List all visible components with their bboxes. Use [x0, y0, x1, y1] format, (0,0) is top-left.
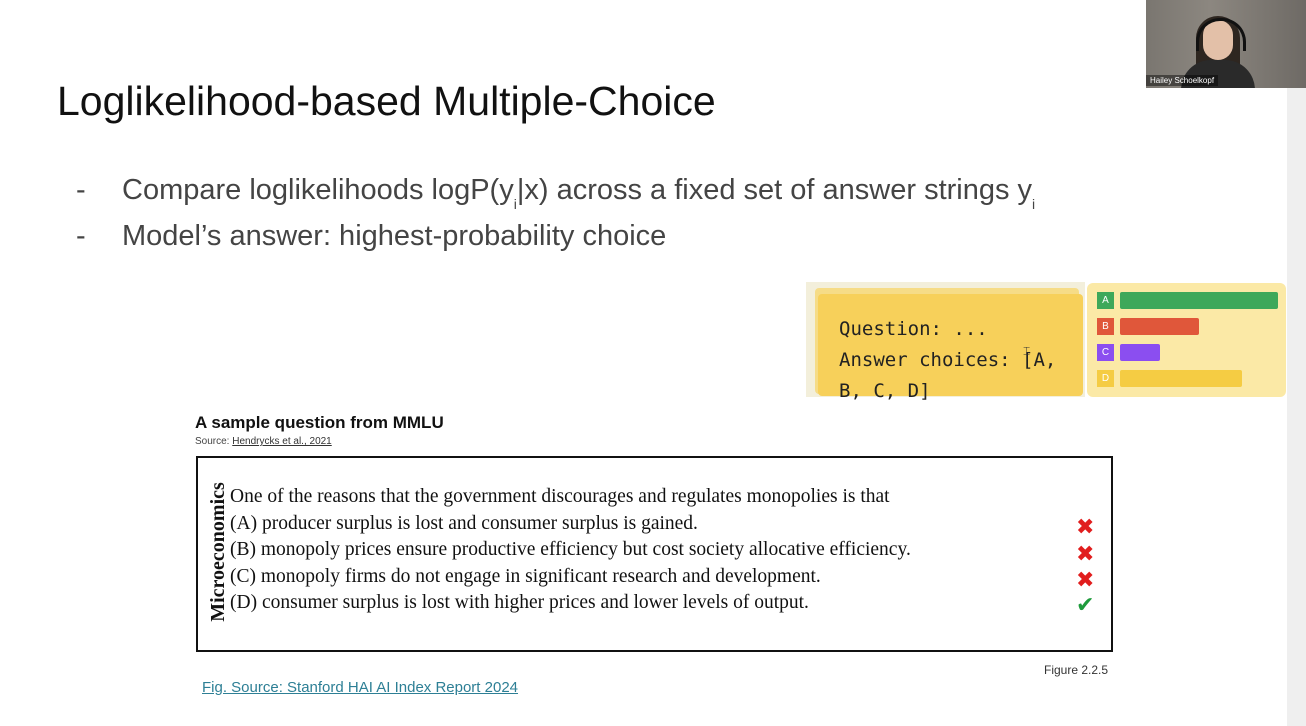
bar-fill-a [1120, 292, 1278, 309]
probability-bars: A B C D [1087, 283, 1286, 397]
participant-name: Hailey Schoelkopf [1146, 75, 1219, 86]
source-link[interactable]: Hendrycks et al., 2021 [232, 436, 332, 447]
prompt-text: Question: ... Answer choices: [A, B, C, D] [839, 314, 1056, 407]
option-a: (A) producer surplus is lost and consume… [230, 512, 698, 534]
option-c: (C) monopoly firms do not engage in sign… [230, 565, 821, 587]
prompt-line: Answer choices: [A, [839, 349, 1057, 371]
headset-icon [1196, 18, 1246, 51]
question-lines: One of the reasons that the government d… [230, 484, 911, 617]
video-thumbnail[interactable]: Hailey Schoelkopf [1146, 0, 1306, 88]
option-d: (D) consumer surplus is lost with higher… [230, 592, 809, 613]
option-b: (B) monopoly prices ensure productive ef… [230, 539, 911, 560]
cross-mark-icon: ✖ [1076, 567, 1095, 592]
bar-label: D [1097, 370, 1114, 387]
prompt-card: Question: ... Answer choices: [A, B, C, D] [818, 294, 1083, 402]
subscript: i [513, 196, 517, 212]
window-edge [1287, 0, 1306, 726]
bar-label: C [1097, 344, 1114, 361]
cross-mark-icon: ✖ [1076, 541, 1095, 566]
slide-title: Loglikelihood-based Multiple-Choice [57, 78, 716, 124]
bullet-text-part: |x) across a fixed set of answer strings… [516, 174, 1033, 206]
subscript: i [1032, 196, 1036, 212]
bar-fill-b [1120, 318, 1199, 335]
bullet-dash: - [76, 220, 86, 252]
prompt-line: B, C, D] [839, 380, 931, 402]
bullet-text-part: Compare loglikelihoods logP(y [122, 174, 514, 206]
bullet-dash: - [76, 174, 86, 206]
figure-source: Source: Hendrycks et al., 2021 [195, 436, 332, 447]
bullet-text: Model’s answer: highest-probability choi… [122, 220, 667, 252]
prompt-illustration: Question: ... Answer choices: [A, B, C, D]… [806, 282, 1085, 402]
check-mark-icon: ✔ [1076, 592, 1095, 617]
question-box: Microeconomics One of the reasons that t… [196, 456, 1113, 652]
bar-fill-d [1120, 370, 1242, 387]
bar-label: B [1097, 318, 1114, 335]
figure-number: Figure 2.2.5 [1044, 663, 1109, 677]
text-cursor-icon: ⌶ [1023, 344, 1031, 358]
bullet-text: Compare loglikelihoods logP(yi|x) across… [122, 174, 1035, 212]
prompt-line: Question: ... [839, 318, 988, 340]
figure-source-link[interactable]: Fig. Source: Stanford HAI AI Index Repor… [202, 679, 519, 696]
figure-title: A sample question from MMLU [195, 413, 444, 432]
question-text: One of the reasons that the government d… [230, 486, 890, 507]
bar-label: A [1097, 292, 1114, 309]
cross-mark-icon: ✖ [1076, 514, 1095, 539]
source-prefix: Source: [195, 436, 233, 447]
bar-fill-c [1120, 344, 1160, 361]
